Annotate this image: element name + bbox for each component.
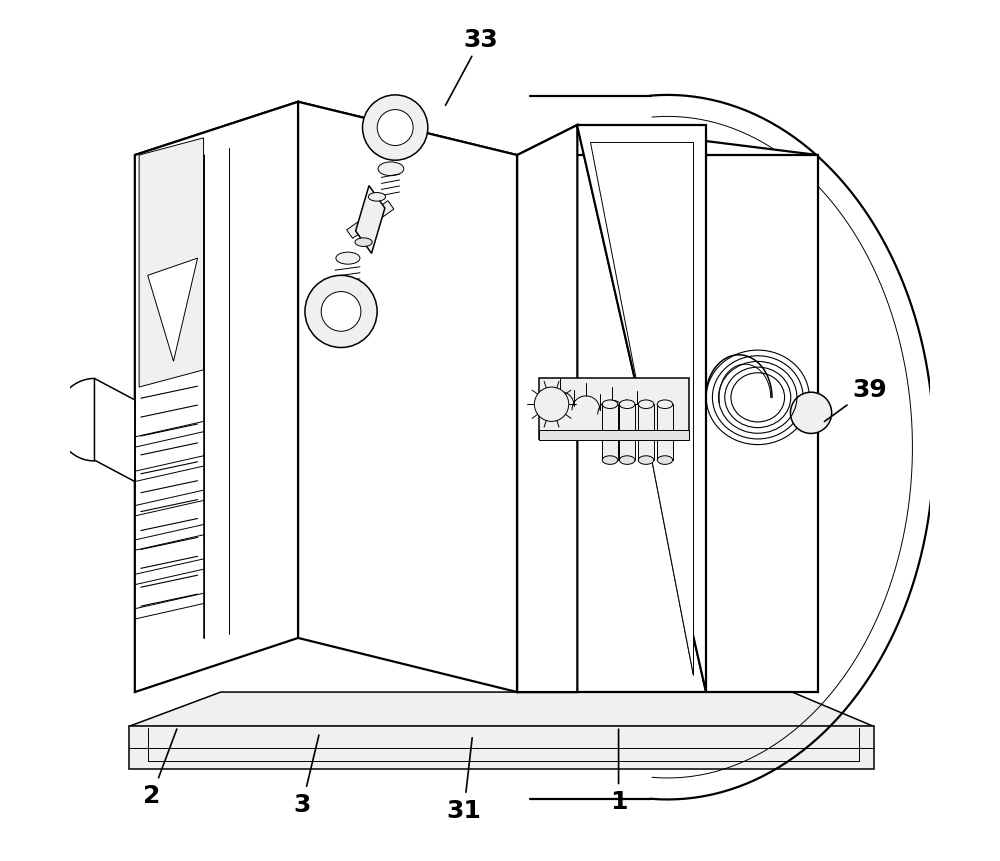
Text: 3: 3 (294, 735, 319, 816)
Polygon shape (356, 186, 385, 254)
Ellipse shape (355, 238, 372, 247)
Polygon shape (129, 692, 874, 727)
Ellipse shape (619, 456, 635, 465)
Polygon shape (148, 259, 198, 362)
Ellipse shape (638, 400, 654, 409)
Polygon shape (129, 727, 874, 770)
Polygon shape (590, 143, 693, 675)
Circle shape (321, 292, 361, 331)
Polygon shape (602, 405, 618, 461)
Ellipse shape (657, 400, 673, 409)
Polygon shape (619, 405, 635, 461)
Circle shape (534, 387, 569, 422)
Polygon shape (298, 102, 517, 692)
Ellipse shape (602, 456, 618, 465)
Circle shape (363, 96, 428, 161)
Ellipse shape (619, 400, 635, 409)
Polygon shape (347, 201, 394, 239)
Polygon shape (94, 379, 135, 482)
Text: 39: 39 (824, 377, 887, 422)
Ellipse shape (378, 163, 404, 177)
Text: 33: 33 (445, 28, 498, 106)
Polygon shape (517, 126, 577, 692)
Polygon shape (577, 126, 706, 692)
Polygon shape (539, 430, 689, 441)
Polygon shape (139, 139, 204, 387)
Circle shape (377, 110, 413, 146)
Ellipse shape (336, 253, 360, 265)
Ellipse shape (638, 456, 654, 465)
Polygon shape (638, 405, 654, 461)
Ellipse shape (657, 456, 673, 465)
Text: 31: 31 (446, 738, 481, 821)
Polygon shape (135, 102, 517, 209)
Polygon shape (539, 379, 689, 439)
Text: 2: 2 (143, 729, 177, 808)
Polygon shape (517, 156, 818, 692)
Ellipse shape (368, 194, 386, 201)
Ellipse shape (602, 400, 618, 409)
Polygon shape (657, 405, 673, 461)
Polygon shape (517, 126, 818, 186)
Polygon shape (135, 102, 298, 692)
Text: 1: 1 (610, 729, 627, 814)
Circle shape (790, 393, 832, 434)
Circle shape (305, 276, 377, 348)
